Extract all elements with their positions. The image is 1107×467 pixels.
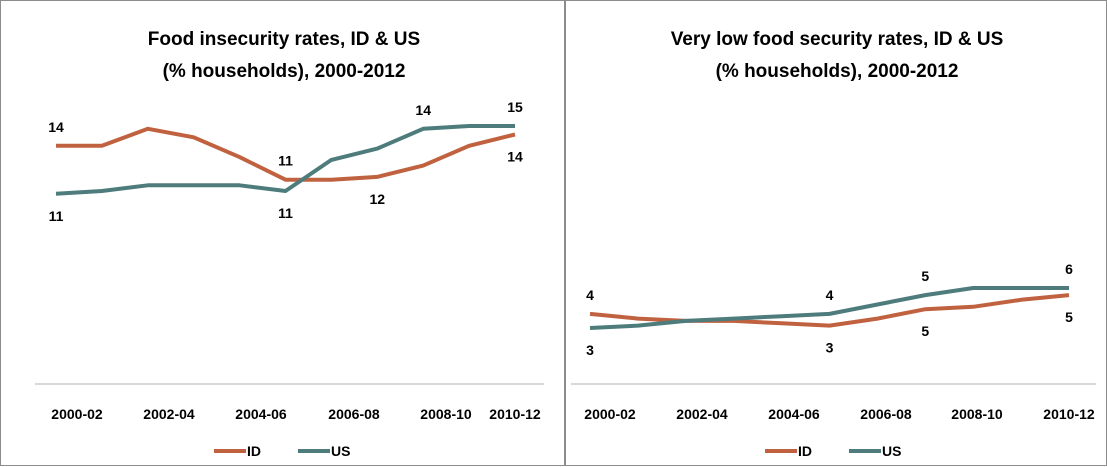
data-label-us: 15 [507,99,523,115]
chart-panel-very-low-food-security: Very low food security rates, ID & US (%… [565,0,1107,466]
legend-label-id: ID [247,443,261,459]
data-label-id: 11 [278,153,293,169]
x-tick-label: 2008-10 [420,406,472,422]
data-label-us: 6 [1065,261,1073,277]
x-tick-labels: 2000-02 2002-04 2004-06 2006-08 2008-10 … [584,406,1095,422]
chart-title-line-2: (% households), 2000-2012 [163,61,406,82]
x-tick-label: 2004-06 [768,406,820,422]
series-line-us [589,286,1069,330]
chart-food-insecurity: Food insecurity rates, ID & US (% househ… [35,29,544,459]
chart-panel-food-insecurity: Food insecurity rates, ID & US (% househ… [0,0,565,466]
x-tick-label: 2004-06 [235,406,287,422]
data-label-us: 4 [826,287,834,303]
chart-very-low-food-security: Very low food security rates, ID & US (%… [571,29,1096,459]
series-line-id [56,126,516,182]
data-label-id: 4 [586,287,594,303]
x-tick-label: 2006-08 [328,406,380,422]
series-line-us [55,124,515,196]
x-tick-label: 2000-02 [584,406,636,422]
data-label-id: 3 [826,340,834,356]
x-tick-label: 2002-04 [676,406,728,422]
data-label-id: 5 [1065,309,1073,325]
data-label-us: 14 [415,102,431,118]
x-tick-label: 2000-02 [51,406,103,422]
x-tick-label: 2002-04 [143,406,195,422]
series-line-id [589,293,1070,328]
x-tick-label: 2008-10 [951,406,1003,422]
x-tick-labels: 2000-02 2002-04 2004-06 2006-08 2008-10 … [51,406,541,422]
data-label-id: 12 [370,191,386,207]
legend-label-us: US [331,443,350,459]
data-label-us: 3 [586,342,594,358]
x-tick-label: 2006-08 [860,406,912,422]
x-tick-label: 2010-12 [489,406,541,422]
legend-label-us: US [882,443,901,459]
data-label-id: 14 [507,149,523,165]
chart-title-line-1: Food insecurity rates, ID & US [148,29,420,50]
x-tick-label: 2010-12 [1043,406,1095,422]
data-label-id: 5 [921,323,929,339]
data-label-us: 11 [49,208,64,224]
legend: ID US [214,443,350,459]
legend: ID US [765,443,901,459]
chart-title-line-1: Very low food security rates, ID & US [671,29,1004,50]
chart-title-line-2: (% households), 2000-2012 [716,61,959,82]
data-label-us: 5 [921,268,929,284]
data-label-us: 11 [278,205,293,221]
data-label-id: 14 [48,119,64,135]
legend-label-id: ID [798,443,812,459]
